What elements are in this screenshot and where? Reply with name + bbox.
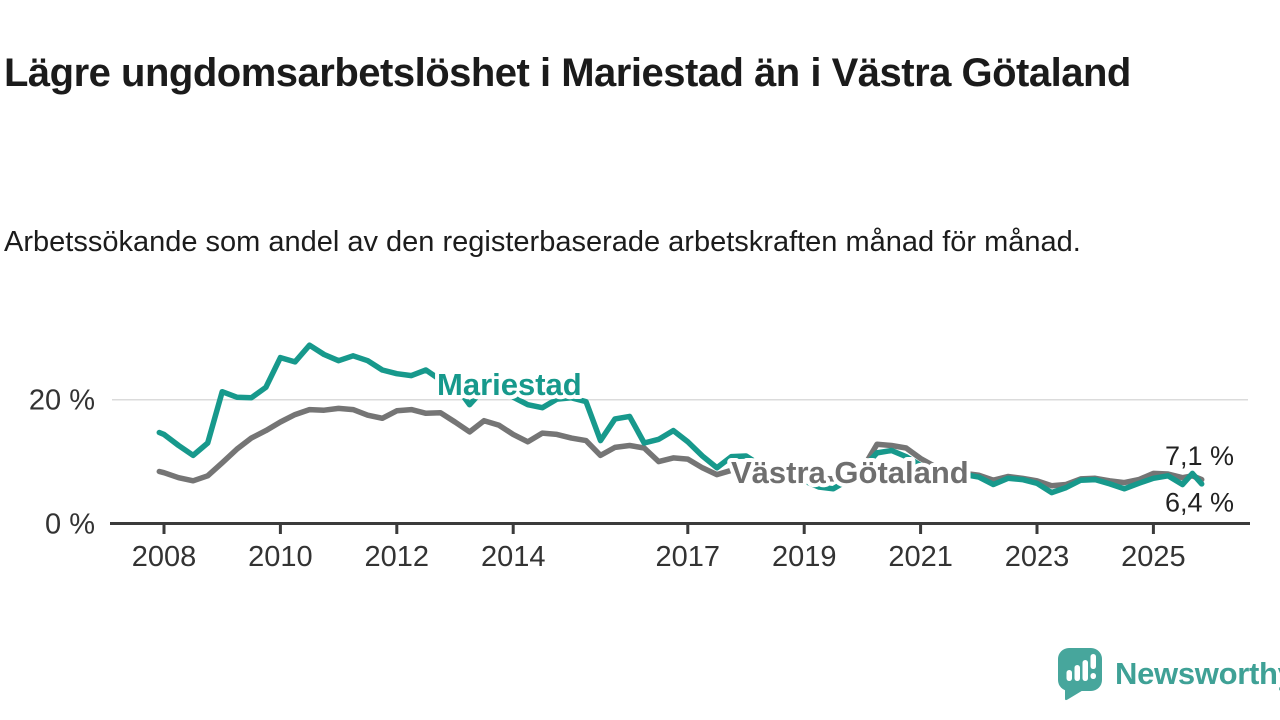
- series-label-vastra-gotaland: Västra Götaland: [731, 455, 969, 490]
- x-tick-label: 2014: [481, 541, 546, 573]
- chart-subtitle: Arbetssökande som andel av den registerb…: [4, 226, 1081, 258]
- x-tick-label: 2012: [365, 541, 430, 573]
- x-tick-label: 2025: [1121, 541, 1186, 573]
- x-axis-ticks: 2008 2010 2012 2014 2017 2019 2021 2023 2025: [132, 523, 1186, 573]
- x-tick-label: 2017: [656, 541, 721, 573]
- y-axis-labels: 0 % 20 %: [29, 385, 95, 541]
- x-tick-label: 2021: [888, 541, 953, 573]
- series-label-mariestad: Mariestad: [437, 367, 582, 402]
- x-tick-label: 2010: [248, 541, 313, 573]
- x-tick-label: 2008: [132, 541, 197, 573]
- brand-name: Newsworthy: [1115, 656, 1280, 691]
- bar-chart-speech-bubble-icon: [1058, 648, 1102, 701]
- page-title: Lägre ungdomsarbetslöshet i Mariestad än…: [4, 50, 1131, 95]
- series-line-v-stra-g-taland: [156, 405, 1205, 489]
- end-value-label-mariestad: 6,4 %: [1165, 488, 1234, 518]
- series-line-mariestad: [156, 342, 1205, 496]
- y-tick-label: 0 %: [45, 509, 95, 541]
- x-tick-label: 2019: [772, 541, 837, 573]
- y-tick-label: 20 %: [29, 385, 95, 417]
- series-lines: [156, 342, 1205, 496]
- x-tick-label: 2023: [1005, 541, 1070, 573]
- end-value-label-vastra-gotaland: 7,1 %: [1165, 441, 1234, 471]
- unemployment-line-chart: 0 % 20 % 2008 2010 2012 2014 2017 2019 2021 2023…: [29, 342, 1250, 573]
- newsworthy-logo: Newsworthy: [1056, 646, 1280, 702]
